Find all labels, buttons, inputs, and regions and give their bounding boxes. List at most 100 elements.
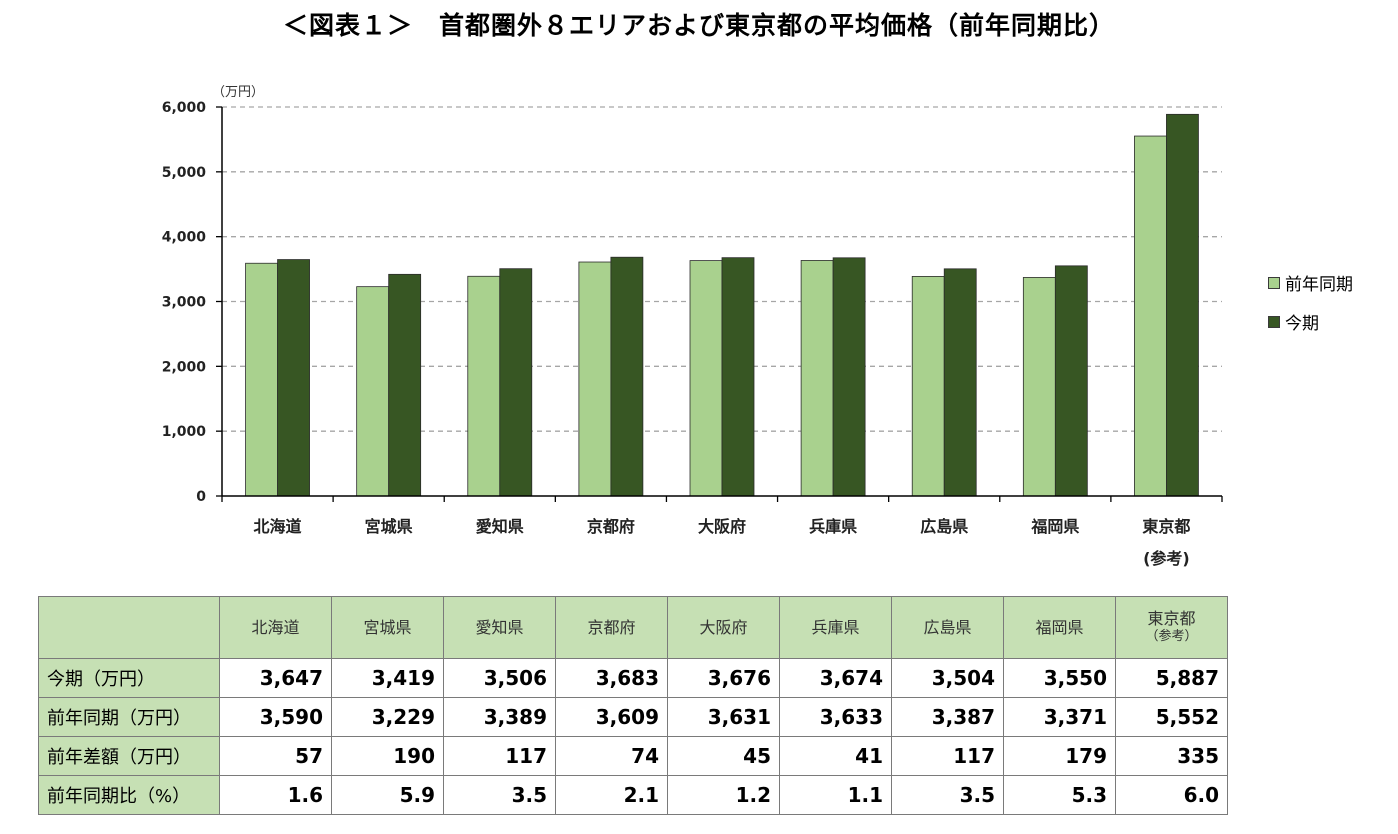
table-cell: 57 — [219, 736, 332, 776]
table-cell: 3,506 — [443, 658, 556, 698]
y-tick-label: 4,000 — [162, 230, 207, 246]
y-axis-unit-label: （万円） — [212, 85, 264, 100]
table-cell: 3,647 — [219, 658, 332, 698]
y-tick-label: 1,000 — [162, 424, 207, 440]
table-header-cell: 北海道 — [219, 596, 332, 659]
legend-label-current: 今期 — [1285, 314, 1319, 334]
table-cell: 335 — [1115, 736, 1228, 776]
table-header-sublabel: （参考） — [1145, 629, 1198, 645]
table-cell: 3,389 — [443, 697, 556, 737]
table-cell: 74 — [555, 736, 668, 776]
table-row-label: 前年同期（万円） — [38, 697, 220, 737]
table-cell: 5,552 — [1115, 697, 1228, 737]
x-category-label: 東京都 — [1142, 517, 1190, 536]
table-row: 前年同期（万円） 3,590 3,229 3,389 3,609 3,631 3,633 3,… — [38, 697, 1228, 737]
table-row: 前年差額（万円） 57 190 117 74 45 41 117 179 335 — [38, 736, 1228, 776]
table-cell: 45 — [667, 736, 780, 776]
x-category-label: 福岡県 — [1030, 517, 1079, 536]
table-row: 前年同期比（%） 1.6 5.9 3.5 2.1 1.2 1.1 3.5 5.3 6.0 — [38, 775, 1228, 815]
bar-current — [721, 257, 755, 497]
table-cell: 3,633 — [779, 697, 892, 737]
table-header-cell: 愛知県 — [443, 596, 556, 659]
table-row: 今期（万円） 3,647 3,419 3,506 3,683 3,676 3,674 3,50… — [38, 658, 1228, 698]
table-header-cell: 広島県 — [891, 596, 1004, 659]
y-tick-label: 0 — [196, 489, 206, 505]
legend-swatch-prev — [1268, 276, 1280, 289]
table-cell: 3,683 — [555, 658, 668, 698]
y-tick-label: 3,000 — [162, 295, 207, 311]
table-cell: 3,631 — [667, 697, 780, 737]
bar-chart: 0 1,000 2,000 3,000 4,000 5,000 6,000 北海道 宮城県 愛知… — [162, 85, 1223, 568]
table-cell: 3,229 — [331, 697, 444, 737]
table-cell: 3,550 — [1003, 658, 1116, 698]
bar-prev — [689, 260, 723, 497]
table-cell: 1.2 — [667, 775, 780, 815]
table-cell: 1.6 — [219, 775, 332, 815]
table-header-cell: 宮城県 — [331, 596, 444, 659]
x-category-sublabel: (参考) — [1143, 549, 1190, 568]
legend-item-current: 今期 — [1268, 309, 1319, 334]
table-header-cell: 東京都 （参考） — [1115, 596, 1228, 659]
table-cell: 5,887 — [1115, 658, 1228, 698]
y-tick-label: 6,000 — [162, 100, 207, 116]
table-cell: 3,676 — [667, 658, 780, 698]
bar-prev — [911, 276, 945, 497]
x-category-label: 北海道 — [254, 517, 302, 536]
table-header-row: 北海道 宮城県 愛知県 京都府 大阪府 兵庫県 広島県 福岡県 東京都 （参考） — [38, 596, 1228, 659]
table-cell: 3,674 — [779, 658, 892, 698]
table-row-label: 今期（万円） — [38, 658, 220, 698]
table-header-cell: 京都府 — [555, 596, 668, 659]
table-header-cell: 兵庫県 — [779, 596, 892, 659]
page-title: ＜図表１＞ 首都圏外８エリアおよび東京都の平均価格（前年同期比） — [282, 11, 1115, 40]
x-category-label: 宮城県 — [365, 517, 413, 536]
x-category-label: 愛知県 — [476, 517, 524, 536]
table-cell: 6.0 — [1115, 775, 1228, 815]
bar-prev — [467, 275, 501, 497]
table-header-cell: 福岡県 — [1003, 596, 1116, 659]
bar-prev — [578, 261, 612, 497]
bar-current — [277, 259, 310, 497]
table-cell: 179 — [1003, 736, 1116, 776]
table-cell: 3,504 — [891, 658, 1004, 698]
table-cell: 41 — [779, 736, 892, 776]
x-category-label: 京都府 — [587, 517, 635, 536]
legend-swatch-current — [1268, 315, 1280, 328]
bar-prev — [245, 262, 278, 497]
table-header-cell: 大阪府 — [667, 596, 780, 659]
bar-prev — [800, 260, 834, 497]
table-cell: 3,609 — [555, 697, 668, 737]
table-cell: 3,371 — [1003, 697, 1116, 737]
table-cell: 1.1 — [779, 775, 892, 815]
table-row-label: 前年差額（万円） — [38, 736, 220, 776]
bar-current — [610, 256, 644, 497]
table-cell: 190 — [331, 736, 444, 776]
data-table: 北海道 宮城県 愛知県 京都府 大阪府 兵庫県 広島県 福岡県 東京都 （参考） … — [38, 596, 1228, 815]
legend-label-prev: 前年同期 — [1285, 275, 1353, 295]
bars — [245, 113, 1199, 497]
bar-current — [943, 268, 977, 497]
table-cell: 117 — [891, 736, 1004, 776]
table-cell: 5.3 — [1003, 775, 1116, 815]
table-row-label: 前年同期比（%） — [38, 775, 220, 815]
bar-prev — [356, 286, 390, 497]
y-tick-label: 2,000 — [162, 359, 207, 375]
table-cell: 5.9 — [331, 775, 444, 815]
x-category-label: 広島県 — [920, 517, 968, 536]
bar-prev — [1022, 277, 1056, 497]
bar-current — [832, 257, 866, 497]
table-corner-cell — [38, 596, 220, 659]
table-cell: 3.5 — [443, 775, 556, 815]
bar-current — [1166, 113, 1199, 497]
x-category-label: 兵庫県 — [809, 517, 857, 536]
bar-current — [388, 273, 422, 497]
table-cell: 3,419 — [331, 658, 444, 698]
legend-item-prev: 前年同期 — [1268, 270, 1353, 295]
y-tick-labels: 0 1,000 2,000 3,000 4,000 5,000 6,000 — [162, 100, 222, 505]
table-cell: 2.1 — [555, 775, 668, 815]
x-category-label: 大阪府 — [698, 517, 746, 536]
table-cell: 117 — [443, 736, 556, 776]
bar-prev — [1134, 135, 1167, 497]
y-tick-label: 5,000 — [162, 165, 207, 181]
table-cell: 3,387 — [891, 697, 1004, 737]
bar-current — [499, 268, 533, 497]
